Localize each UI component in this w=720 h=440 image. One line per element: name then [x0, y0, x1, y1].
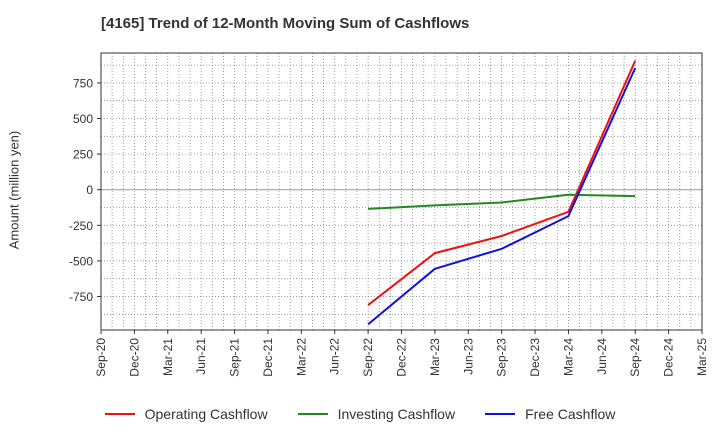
y-tick-label: 750 [73, 76, 93, 90]
x-tick-label: Dec-23 [528, 338, 542, 377]
x-tick-label: Dec-22 [395, 338, 409, 377]
legend-label-investing: Investing Cashflow [337, 406, 456, 422]
x-tick-label: Dec-20 [127, 338, 141, 377]
x-tick-label: Jun-23 [461, 338, 475, 375]
x-tick-label: Sep-20 [94, 338, 108, 377]
x-tick-label: Mar-24 [561, 338, 575, 376]
chart-legend: Operating Cashflow Investing Cashflow Fr… [0, 406, 720, 422]
series-line-investing-cashflow [368, 193, 636, 210]
y-tick-label: -750 [69, 290, 93, 304]
x-tick-label: Mar-23 [428, 338, 442, 376]
x-tick-label: Mar-25 [695, 338, 709, 376]
y-tick-label: 500 [73, 112, 93, 126]
legend-label-free: Free Cashflow [525, 406, 616, 422]
series-line-free-cashflow [367, 67, 637, 326]
legend-item-operating: Operating Cashflow [104, 406, 268, 422]
x-tick-label: Jun-22 [328, 338, 342, 375]
chart-title: [4165] Trend of 12-Month Moving Sum of C… [101, 15, 470, 32]
y-tick-label: -500 [69, 254, 93, 268]
legend-label-operating: Operating Cashflow [144, 406, 268, 422]
x-tick-label: Sep-23 [495, 338, 509, 377]
x-tick-label: Dec-24 [662, 338, 676, 377]
x-tick-label: Sep-21 [228, 338, 242, 377]
x-tick-label: Sep-24 [628, 338, 642, 377]
x-tick-label: Dec-21 [261, 338, 275, 377]
y-tick-label: -250 [69, 219, 93, 233]
x-tick-label: Jun-24 [595, 338, 609, 375]
x-tick-label: Mar-21 [161, 338, 175, 376]
series-line-operating-cashflow [367, 60, 637, 306]
legend-swatch-free [485, 413, 516, 415]
y-tick-label: 0 [86, 183, 93, 197]
x-tick-label: Jun-21 [194, 338, 208, 375]
legend-item-investing: Investing Cashflow [297, 406, 456, 422]
legend-swatch-operating [104, 413, 135, 415]
legend-swatch-investing [297, 413, 328, 415]
x-tick-label: Sep-22 [361, 338, 375, 377]
y-tick-label: 250 [73, 148, 93, 162]
legend-item-free: Free Cashflow [485, 406, 615, 422]
x-tick-label: Mar-22 [294, 338, 308, 376]
